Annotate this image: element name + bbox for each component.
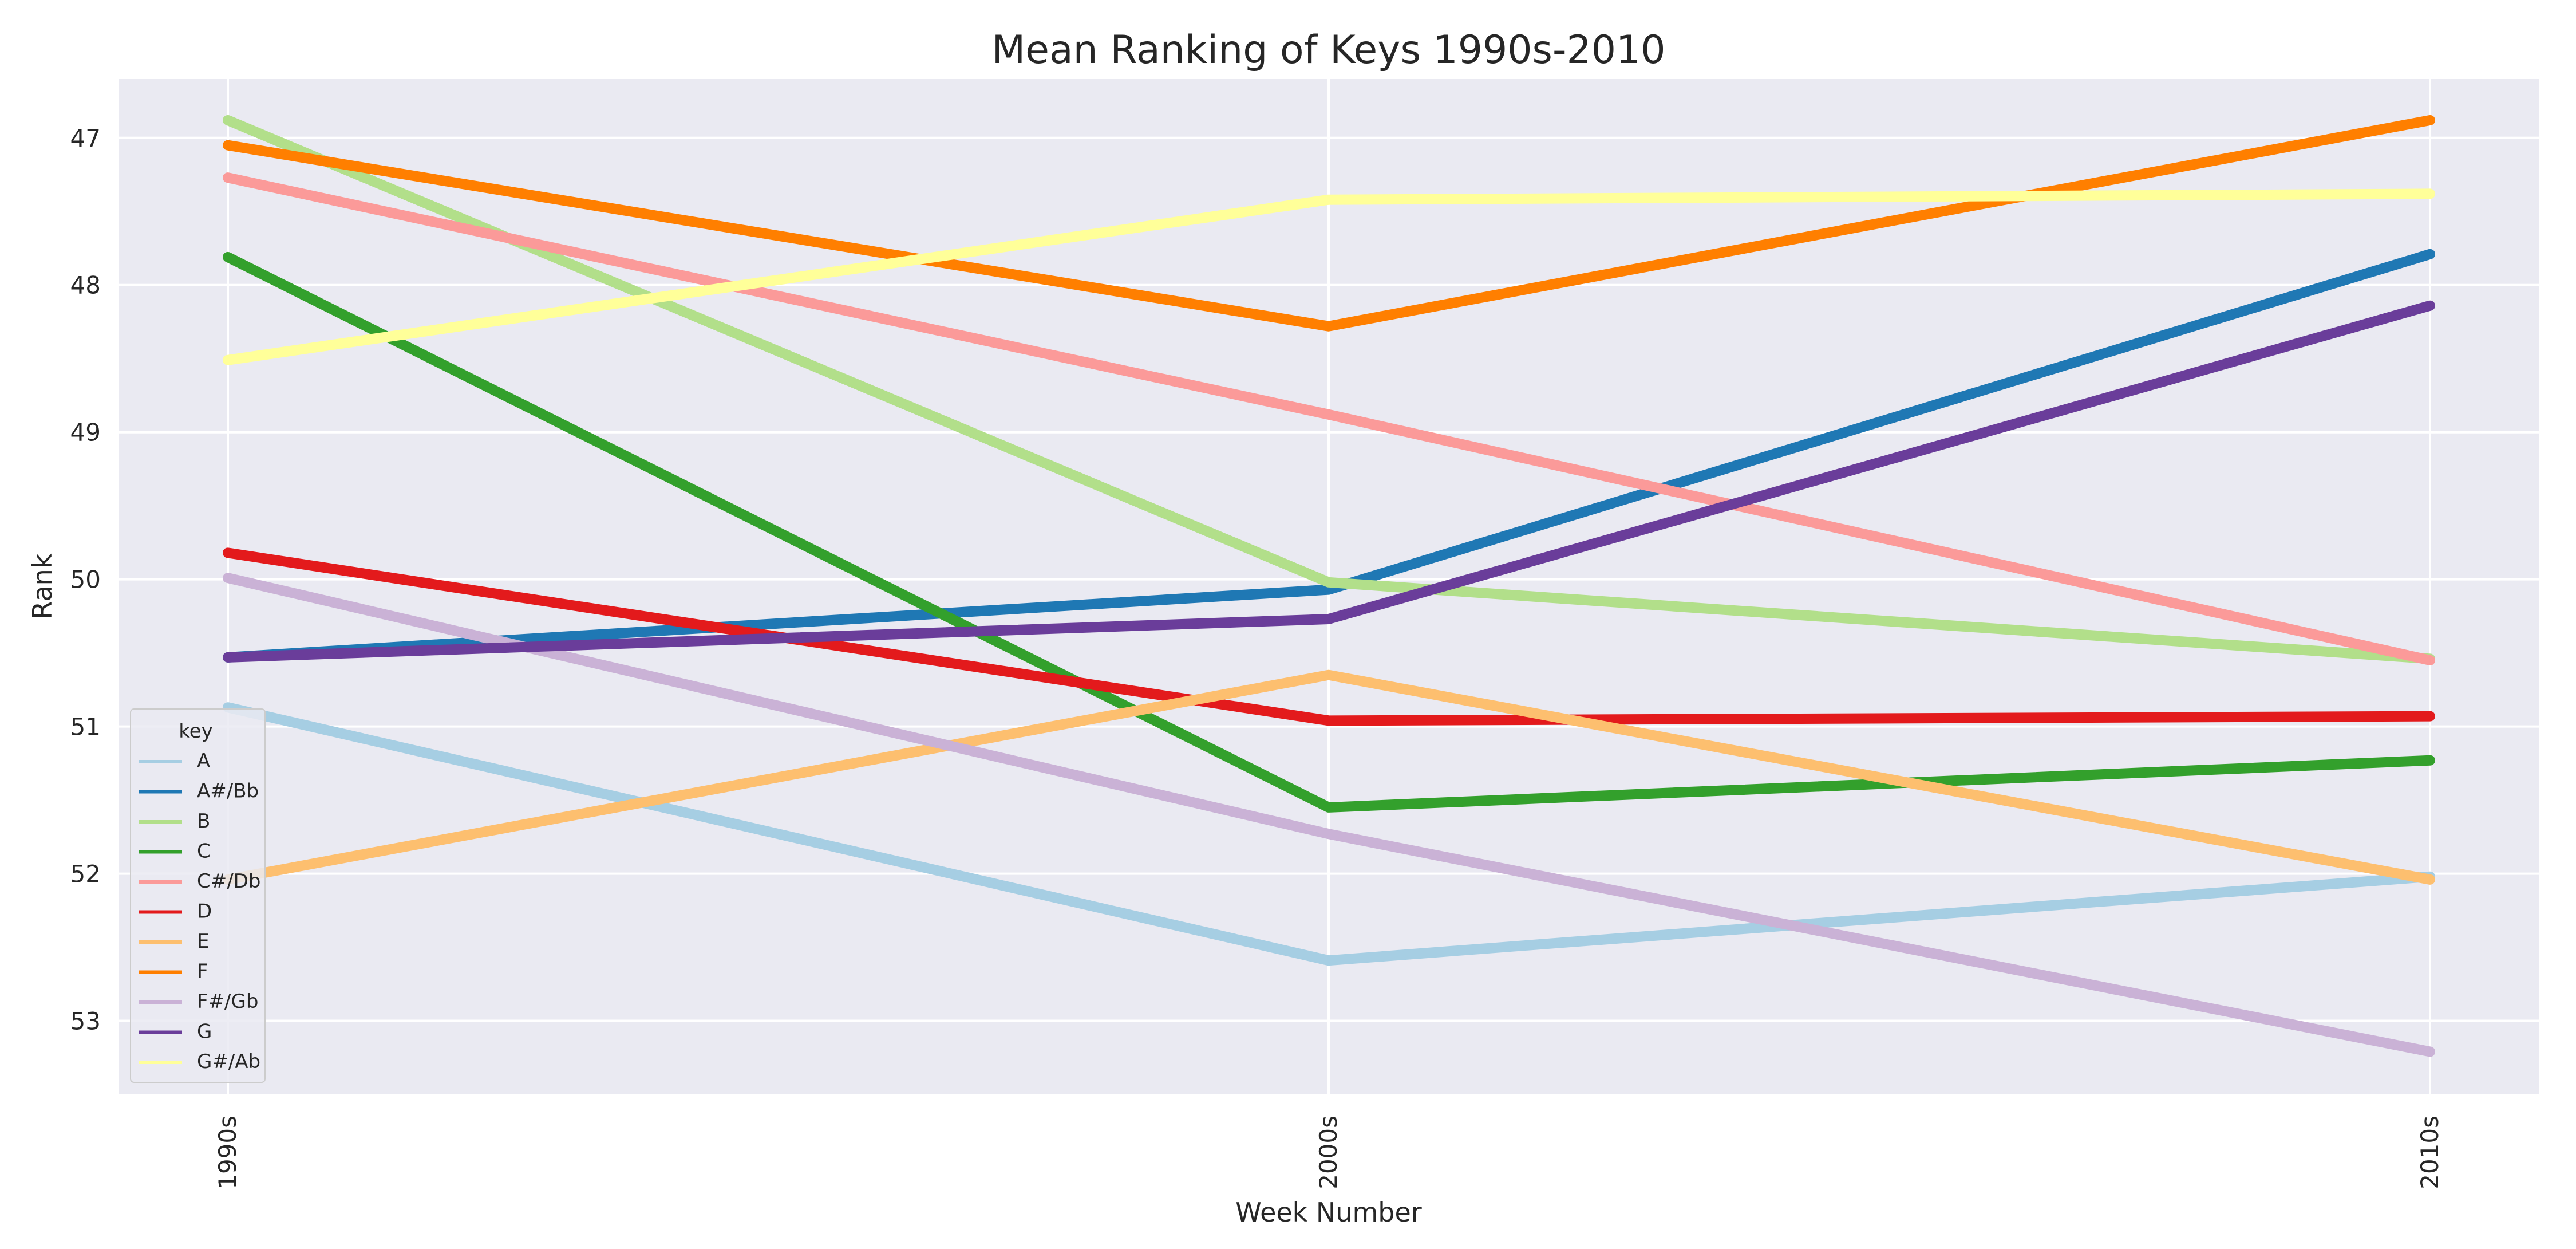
y-tick-label: 53 bbox=[70, 1007, 101, 1035]
tick-labels: 47 48 49 50 51 52 53 1990s 2000s 2010s bbox=[70, 124, 2444, 1189]
legend-label: E bbox=[197, 930, 209, 953]
x-tick-label: 1990s bbox=[214, 1116, 242, 1189]
y-tick-label: 49 bbox=[70, 419, 101, 447]
y-tick-label: 50 bbox=[70, 566, 101, 594]
legend-label: G bbox=[197, 1021, 212, 1043]
legend-label: C bbox=[197, 840, 211, 863]
grid-lines bbox=[119, 79, 2539, 1094]
y-axis-label: Rank bbox=[27, 553, 58, 619]
legend-label: A bbox=[197, 750, 210, 773]
y-tick-label: 48 bbox=[70, 271, 101, 300]
series-line-e bbox=[223, 669, 2435, 885]
legend-label: F bbox=[197, 960, 208, 983]
y-tick-label: 52 bbox=[70, 860, 101, 888]
series-line-f bbox=[223, 115, 2435, 332]
chart-title: Mean Ranking of Keys 1990s-2010 bbox=[991, 27, 1665, 73]
legend: key A A#/Bb BC C#/Db DEF F#/Gb G G#/Ab bbox=[130, 708, 266, 1083]
x-tick-label: 2010s bbox=[2416, 1116, 2444, 1189]
series-line-a-bb bbox=[223, 249, 2435, 663]
legend-label: F#/Gb bbox=[197, 990, 258, 1013]
legend-items: A A#/Bb BC C#/Db DEF F#/Gb G G#/Ab bbox=[139, 750, 260, 1073]
series-line-f-gb bbox=[223, 573, 2435, 1057]
series-lines bbox=[223, 115, 2435, 1057]
series-line-g-ab bbox=[223, 188, 2435, 365]
series-line-a bbox=[223, 702, 2435, 966]
y-tick-label: 51 bbox=[70, 713, 101, 741]
series-line-g bbox=[223, 300, 2435, 663]
series-line-b bbox=[223, 115, 2435, 664]
legend-label: B bbox=[197, 810, 210, 833]
legend-label: C#/Db bbox=[197, 870, 260, 893]
legend-box bbox=[130, 708, 266, 1083]
legend-label: A#/Bb bbox=[197, 780, 259, 803]
series-line-c-db bbox=[223, 172, 2435, 665]
series-line-c bbox=[223, 251, 2435, 813]
legend-label: G#/Ab bbox=[197, 1050, 260, 1073]
legend-title: key bbox=[179, 720, 213, 743]
x-tick-label: 2000s bbox=[1314, 1116, 1342, 1189]
x-axis-label: Week Number bbox=[1235, 1197, 1422, 1228]
series-line-d bbox=[223, 547, 2435, 726]
legend-label: D bbox=[197, 900, 212, 923]
y-tick-label: 47 bbox=[70, 124, 101, 152]
